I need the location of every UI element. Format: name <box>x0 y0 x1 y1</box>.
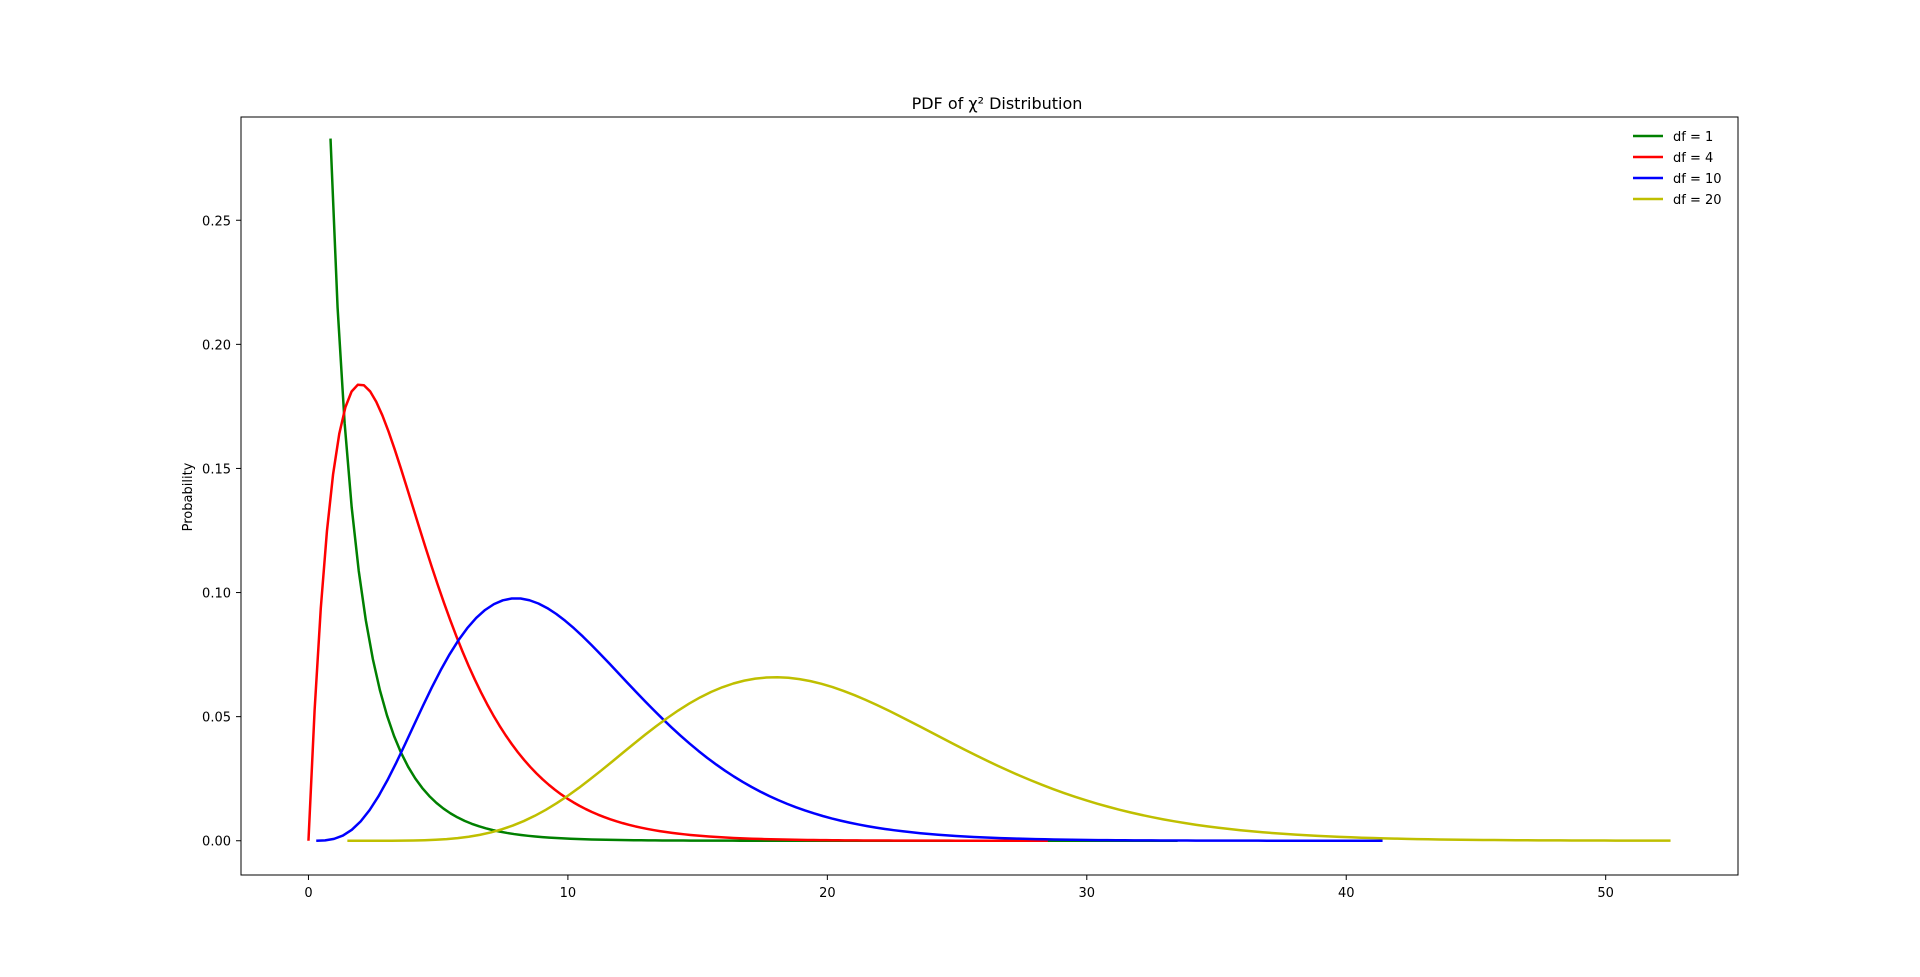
y-axis-label: Probability <box>181 462 196 531</box>
y-tick-label: 0.10 <box>202 587 231 602</box>
plot-area <box>240 116 1739 876</box>
x-tick-label: 40 <box>1338 886 1355 901</box>
legend-label-df-1: df = 1 <box>1673 130 1713 145</box>
x-tick-label: 30 <box>1079 886 1096 901</box>
y-tick-label: 0.15 <box>202 462 231 477</box>
y-tick-label: 0.00 <box>202 835 231 850</box>
legend-label-df-10: df = 10 <box>1673 172 1722 187</box>
x-tick-label: 10 <box>560 886 577 901</box>
series-line-df-20 <box>347 676 1671 842</box>
legend-label-df-20: df = 20 <box>1673 193 1722 208</box>
series-lines <box>307 138 1671 842</box>
axes-frame <box>240 116 1739 876</box>
series-line-df-4 <box>307 383 1048 842</box>
legend: df = 1 df = 4 df = 10 df = 20 <box>1633 130 1722 208</box>
y-tick-label: 0.20 <box>202 338 231 353</box>
y-axis: 0.00 0.05 0.10 0.15 0.20 0.25 <box>202 214 241 850</box>
x-tick-label: 20 <box>819 886 836 901</box>
y-tick-label: 0.05 <box>202 711 231 726</box>
x-axis: 0 10 20 30 40 50 <box>304 875 1614 901</box>
series-line-df-1 <box>329 138 1178 842</box>
x-tick-label: 0 <box>304 886 312 901</box>
legend-label-df-4: df = 4 <box>1673 151 1713 166</box>
y-tick-label: 0.25 <box>202 214 231 229</box>
series-line-df-10 <box>316 597 1383 842</box>
chart-title: PDF of χ² Distribution <box>912 94 1083 113</box>
x-tick-label: 50 <box>1597 886 1614 901</box>
